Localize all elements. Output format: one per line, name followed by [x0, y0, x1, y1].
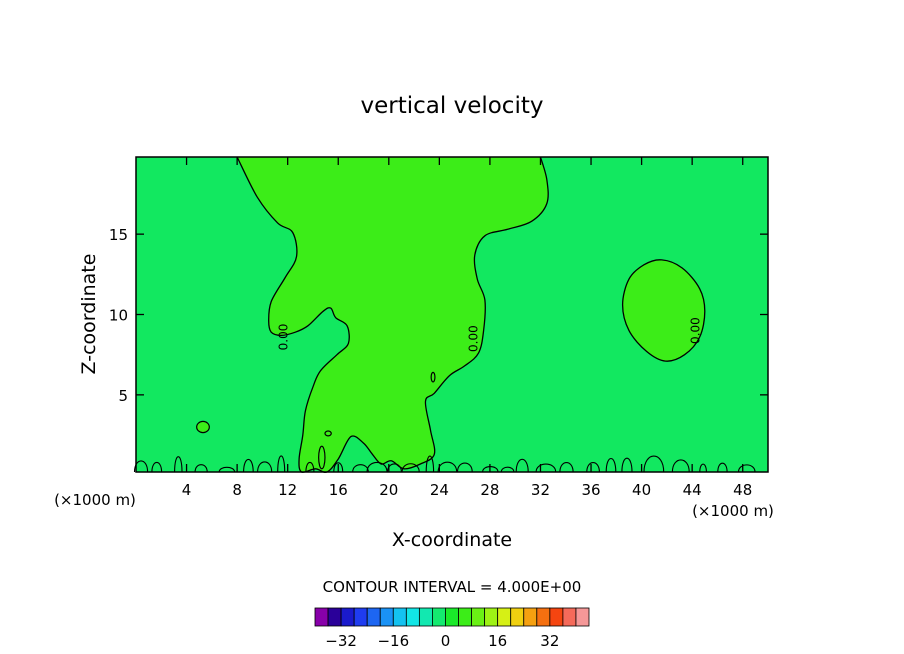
surface-contour: [717, 462, 728, 473]
surface-contour: [305, 461, 315, 473]
x-unit-right: (×1000 m): [692, 502, 774, 520]
chart-title: vertical velocity: [361, 93, 544, 119]
x-unit-left: (×1000 m): [54, 491, 136, 509]
x-axis-label: X-coordinate: [392, 529, 512, 551]
colorbar-swatch: [549, 607, 564, 627]
colorbar-swatch: [340, 607, 355, 627]
x-tick-label: 36: [581, 481, 600, 499]
colorbar-swatch: [536, 607, 551, 627]
colorbar-swatch: [432, 607, 446, 627]
zero-contour-right-cell: [621, 259, 706, 362]
surface-contour: [437, 461, 458, 473]
colorbar-swatch: [510, 607, 525, 627]
y-axis-label: Z-coordinate: [78, 254, 100, 375]
surface-contour: [151, 461, 163, 473]
colorbar-swatch: [484, 607, 499, 627]
surface-contour: [586, 462, 600, 473]
y-tick-label: 15: [109, 226, 128, 244]
surface-contour: [257, 461, 273, 473]
colorbar-tick-label: 32: [540, 632, 559, 650]
x-tick-label: 40: [632, 481, 651, 499]
surface-contour: [425, 455, 435, 473]
x-tick-label: 44: [683, 481, 702, 499]
surface-contour: [535, 463, 557, 473]
colorbar-swatch: [314, 607, 329, 627]
y-tick-label: 5: [118, 387, 128, 405]
contour-labels: 0.00 0.00 0.00: [277, 317, 703, 352]
colorbar-swatch: [366, 607, 381, 627]
x-tick-label: 12: [278, 481, 297, 499]
surface-contour: [559, 462, 574, 473]
surface-contour: [366, 461, 388, 473]
contour-regions: [133, 156, 756, 473]
colorbar-swatch: [575, 607, 590, 627]
surface-contour: [515, 458, 529, 473]
contour-label: 0.00: [277, 324, 291, 351]
x-tick-label: 20: [379, 481, 398, 499]
surface-contour: [174, 456, 183, 473]
colorbar-swatch: [405, 607, 420, 627]
surface-contour: [194, 464, 208, 473]
colorbar-tick-label: −32: [325, 632, 357, 650]
surface-contour: [737, 464, 756, 473]
colorbar-swatch: [497, 607, 512, 627]
plot-area: 0.00 0.00 0.00: [133, 156, 769, 473]
surface-contour: [605, 457, 617, 473]
small-contour-cell: [318, 445, 326, 470]
surface-contour: [218, 466, 236, 473]
surface-contour: [352, 464, 369, 473]
colorbar-swatch: [458, 607, 472, 627]
surface-contour: [671, 459, 690, 473]
colorbar-swatch: [392, 607, 407, 627]
colorbar-swatch: [379, 607, 394, 627]
x-tick-label: 28: [480, 481, 499, 499]
colorbar-tick-label: 0: [441, 632, 451, 650]
small-contour-cell: [196, 420, 210, 434]
surface-contour: [401, 463, 420, 473]
surface-contour: [643, 455, 665, 473]
colorbar-swatch: [418, 607, 433, 627]
colorbar-swatch: [327, 607, 342, 627]
surface-contour: [621, 457, 633, 473]
x-tick-label: 24: [430, 481, 449, 499]
x-tick-label: 16: [329, 481, 348, 499]
small-contour-cell: [324, 430, 332, 437]
colorbar-swatch: [471, 607, 486, 627]
surface-contour: [699, 463, 707, 473]
colorbar-swatch: [523, 607, 538, 627]
y-tick-label: 10: [109, 307, 128, 325]
x-tick-label: 8: [232, 481, 242, 499]
surface-contour: [333, 462, 344, 473]
surface-contour: [456, 462, 473, 473]
surface-contour: [386, 463, 402, 473]
colorbar-tick-label: 16: [488, 632, 507, 650]
colorbar-swatch: [353, 607, 368, 627]
surface-contours: [133, 455, 756, 473]
contour-label: 0.00: [689, 317, 703, 344]
surface-contour: [133, 460, 149, 473]
x-tick-label: 32: [531, 481, 550, 499]
colorbar-tick-label: −16: [377, 632, 409, 650]
updraft-column-fill: [237, 157, 549, 473]
small-contour-cell: [430, 371, 436, 383]
colorbar-swatch: [445, 607, 459, 627]
x-tick-label: 4: [182, 481, 192, 499]
contour-label: 0.00: [466, 325, 480, 352]
surface-contour: [277, 455, 286, 473]
colorbar: −32 −16 0 16 32: [314, 607, 590, 650]
x-tick-label: 48: [733, 481, 752, 499]
surface-contour: [500, 466, 515, 473]
colorbar-swatch: [562, 607, 577, 627]
contour-interval-label: CONTOUR INTERVAL = 4.000E+00: [323, 578, 582, 596]
surface-contour: [243, 458, 254, 473]
